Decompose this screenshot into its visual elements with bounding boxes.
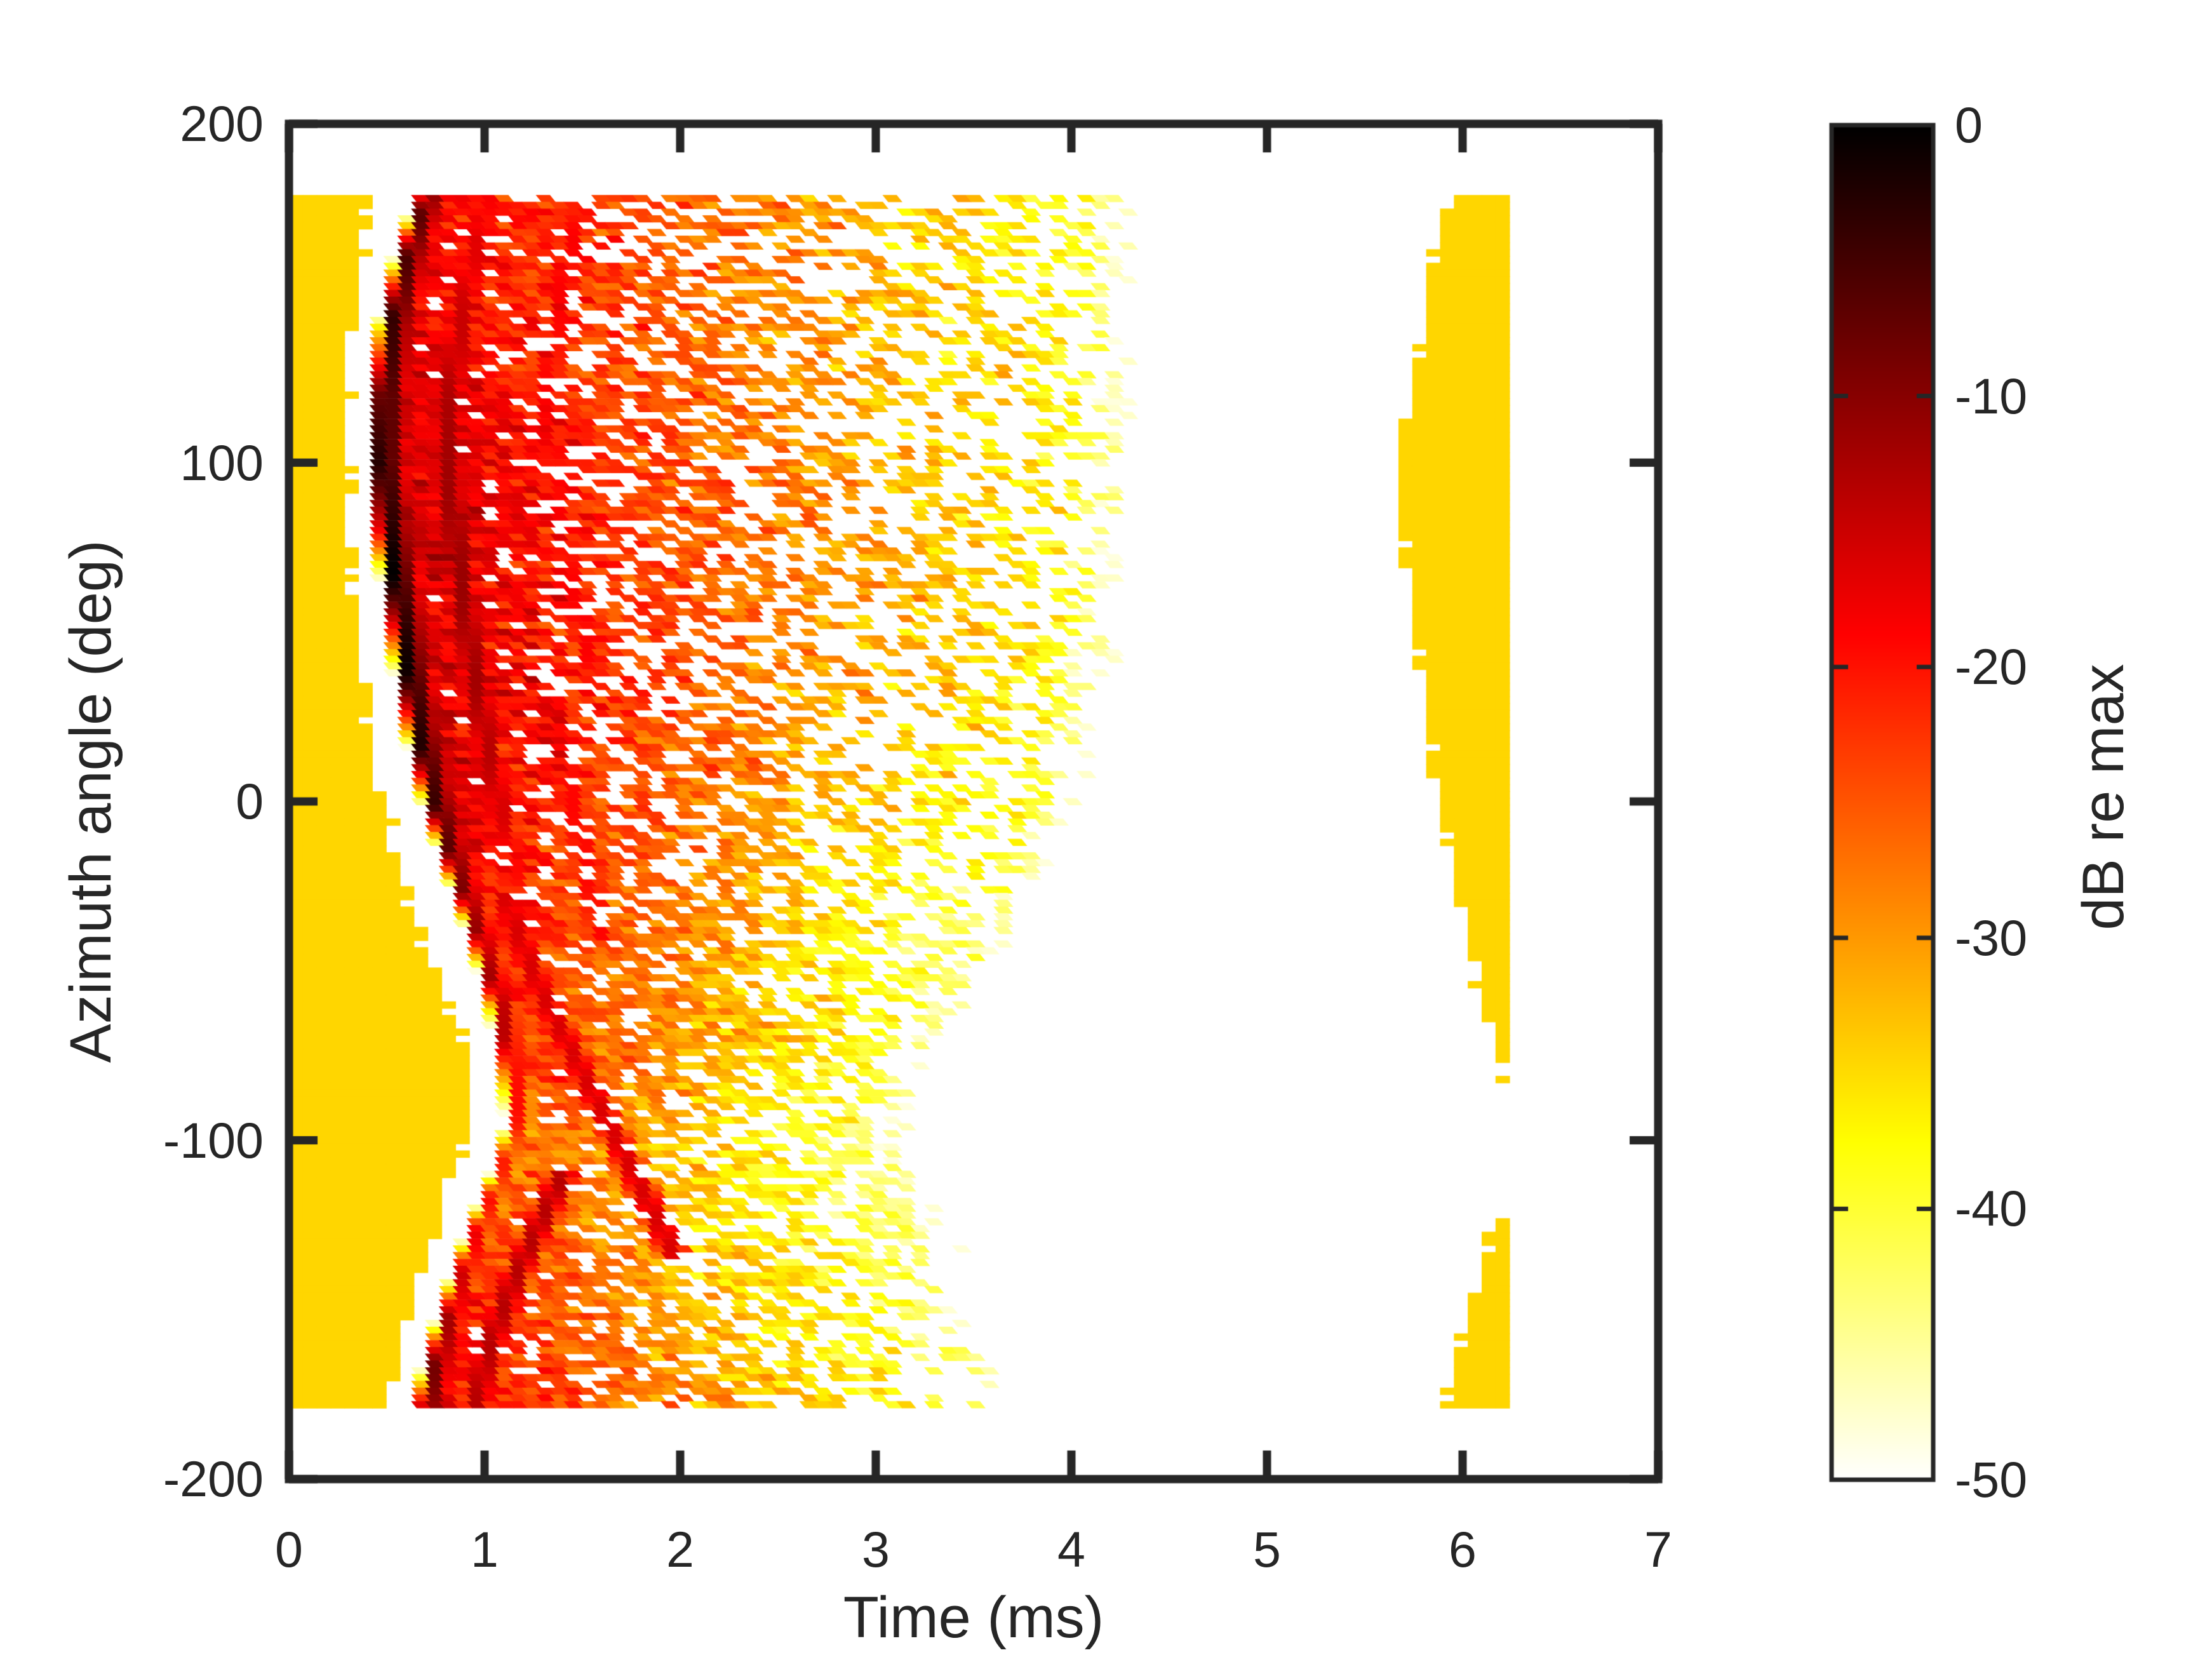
x-tick-label: 1 [471,1521,499,1578]
y-tick-label: -200 [163,1451,264,1507]
y-tick-label: 0 [236,773,264,829]
x-tick-label: 3 [862,1521,890,1578]
x-tick-label: 2 [666,1521,694,1578]
colorbar-tick-label: -30 [1955,909,2028,966]
colorbar-tick-label: 0 [1955,97,1983,153]
colorbar-tick-label: -20 [1955,638,2028,695]
colorbar-tick-label: -40 [1955,1180,2028,1237]
x-tick-label: 6 [1449,1521,1477,1578]
y-tick-label: -100 [163,1111,264,1169]
y-tick-label: 100 [180,434,264,491]
colorbar-tick-label: -10 [1955,367,2028,424]
x-axis-label: Time (ms) [843,1585,1104,1650]
colorbar-tick-label: -50 [1955,1451,2028,1508]
x-tick-label: 4 [1057,1521,1085,1578]
colorbar-label: dB re max [2071,664,2136,930]
x-tick-label: 5 [1253,1521,1281,1578]
x-tick-label: 0 [275,1521,303,1578]
x-tick-label: 7 [1644,1521,1672,1578]
y-tick-label: 200 [180,95,264,152]
